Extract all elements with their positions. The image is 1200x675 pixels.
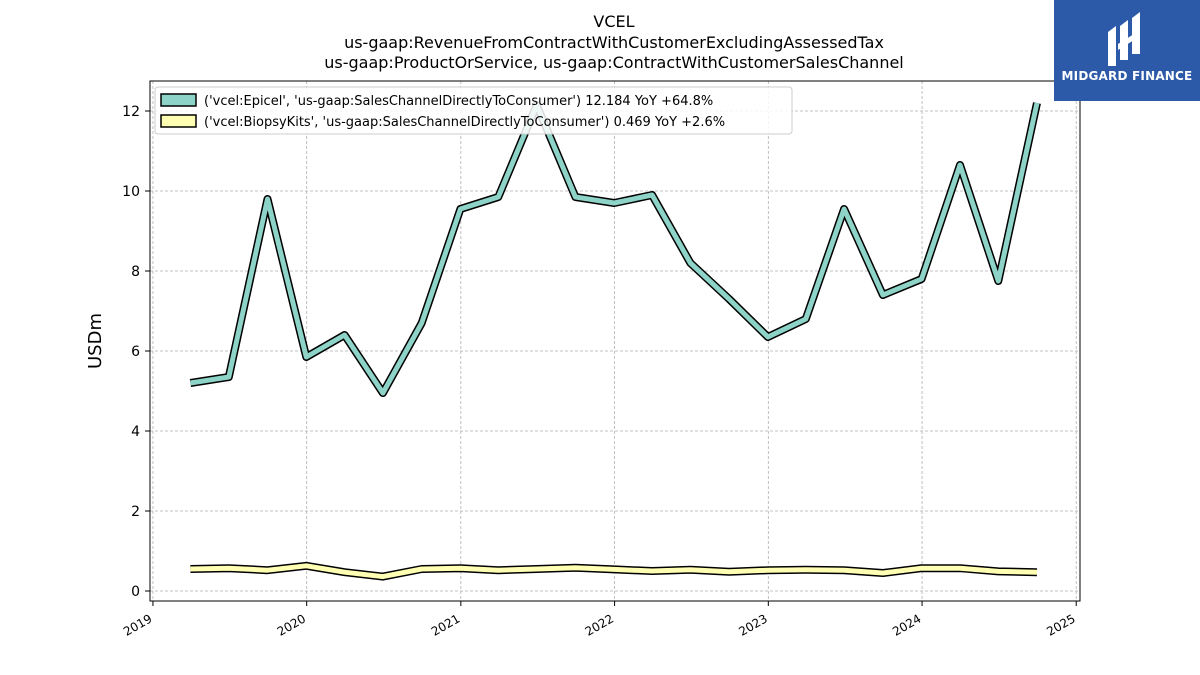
series-line-epicel-fill: [190, 102, 1040, 396]
chart-title-line-1: VCEL: [593, 12, 634, 31]
legend-swatch-epicel: [160, 93, 197, 107]
y-tick-label: 6: [131, 344, 140, 360]
series-lines: [189, 101, 1041, 581]
legend-label-epicel: ('vcel:Epicel', 'us-gaap:SalesChannelDir…: [204, 94, 713, 109]
series-line-epicel: [189, 101, 1041, 397]
y-axis-label: USDm: [85, 313, 106, 369]
y-tick-label: 10: [122, 184, 140, 200]
x-tick-label: 2019: [121, 611, 154, 638]
chart-title-line-3: us-gaap:ProductOrService, us-gaap:Contra…: [324, 53, 904, 72]
y-tick-label: 0: [131, 584, 140, 600]
midgard-finance-logo: MIDGARD FINANCE: [1054, 0, 1200, 101]
x-tick-label: 2022: [583, 611, 616, 638]
x-tick-label: 2023: [736, 611, 769, 638]
plot-frame: [149, 80, 1081, 602]
legend-swatch-biopsy-kits: [160, 114, 197, 128]
x-tick-label: 2020: [275, 611, 308, 638]
y-tick-label: 12: [122, 104, 140, 120]
midgard-logo-icon: [1108, 12, 1140, 66]
x-tick-label: 2024: [890, 611, 923, 638]
chart-title-line-2: us-gaap:RevenueFromContractWithCustomerE…: [344, 33, 884, 52]
x-tick-label: 2021: [429, 611, 462, 638]
y-tick-label: 8: [131, 264, 140, 280]
legend-frame: [154, 86, 793, 135]
series-line-biopsy-kits-fill: [190, 563, 1038, 580]
legend: ('vcel:Epicel', 'us-gaap:SalesChannelDir…: [154, 86, 793, 135]
legend-label-biopsy-kits: ('vcel:BiopsyKits', 'us-gaap:SalesChanne…: [204, 115, 725, 130]
y-tick-label: 2: [131, 504, 140, 520]
series-line-biopsy-kits: [190, 561, 1038, 581]
logo-brand-text: MIDGARD FINANCE: [1061, 69, 1193, 83]
y-tick-label: 4: [131, 424, 140, 440]
x-tick-label: 2025: [1044, 611, 1077, 638]
x-axis: 2019 2020 2021 2022 2023 2024 2025: [121, 601, 1078, 639]
y-axis: 0 2 4 6 8 10 12: [122, 104, 150, 600]
chart-title: VCEL us-gaap:RevenueFromContractWithCust…: [324, 12, 904, 72]
grid: [150, 81, 1080, 601]
